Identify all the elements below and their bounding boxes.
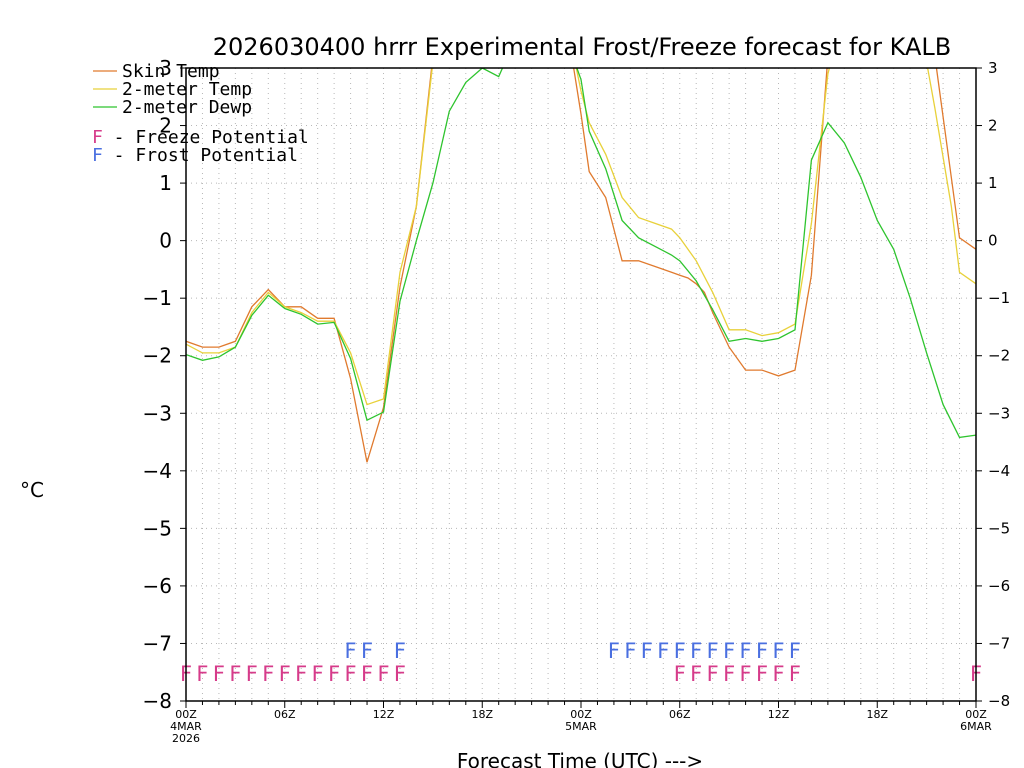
x-tick-label: 06Z — [669, 708, 691, 721]
freeze-flag: F — [707, 662, 719, 686]
y-axis-label: °C — [20, 478, 44, 502]
legend-flag-label: F - Frost Potential — [92, 145, 298, 166]
freeze-flag: F — [262, 662, 274, 686]
freeze-flag: F — [229, 662, 241, 686]
frost-flag: F — [707, 639, 719, 663]
y-tick-label-right: 2 — [988, 117, 998, 135]
freeze-flag: F — [740, 662, 752, 686]
y-tick-label-right: −6 — [988, 577, 1010, 595]
axis-ticks: 3 3 2 2 1 1 0 0 −1 −1 −2 −2 −3 −3 −4 −4 −5 −5 −6 −6 −7 −7 −8 −8… — [143, 56, 1011, 745]
x-tick-sublabel: 6MAR — [960, 720, 992, 733]
x-axis-label: Forecast Time (UTC) ---> — [457, 749, 703, 768]
x-tick-label: 00Z — [570, 708, 592, 721]
freeze-flag: F — [789, 662, 801, 686]
y-tick-label: 0 — [159, 229, 172, 253]
frost-flag: F — [361, 639, 373, 663]
y-tick-label: 3 — [159, 56, 172, 80]
y-tick-label-right: −4 — [988, 462, 1010, 480]
freeze-flag: F — [723, 662, 735, 686]
frost-flag: F — [657, 639, 669, 663]
x-tick-sublabel: 5MAR — [565, 720, 597, 733]
freeze-flag: F — [361, 662, 373, 686]
freeze-flag: F — [345, 662, 357, 686]
y-tick-label: −2 — [143, 344, 172, 368]
y-tick-label-right: −8 — [988, 692, 1010, 710]
series-line-2-meter-temp — [186, 68, 976, 406]
frost-flag: F — [740, 639, 752, 663]
x-tick-sublabel: 2026 — [172, 732, 200, 745]
y-tick-label-right: −2 — [988, 347, 1010, 365]
freeze-flag: F — [328, 662, 340, 686]
frost-flag: F — [345, 639, 357, 663]
freeze-flag: F — [295, 662, 307, 686]
freeze-flag: F — [246, 662, 258, 686]
y-tick-label-right: −7 — [988, 634, 1010, 652]
y-tick-label-right: 1 — [988, 174, 998, 192]
freeze-flag: F — [213, 662, 225, 686]
frost-flag: F — [723, 639, 735, 663]
series-group — [186, 68, 976, 463]
frost-flag: F — [690, 639, 702, 663]
frost-flag: F — [772, 639, 784, 663]
y-tick-label: −6 — [143, 574, 172, 598]
freeze-flag: F — [196, 662, 208, 686]
y-tick-label: −5 — [143, 516, 172, 540]
freeze-flag: F — [690, 662, 702, 686]
frost-flag: F — [624, 639, 636, 663]
x-tick-label: 00Z — [965, 708, 987, 721]
y-tick-label: −3 — [143, 401, 172, 425]
y-tick-label-right: −1 — [988, 289, 1010, 307]
y-tick-label-right: −3 — [988, 404, 1010, 422]
y-tick-label-right: −5 — [988, 519, 1010, 537]
x-tick-label: 00Z — [175, 708, 197, 721]
frost-flag: F — [789, 639, 801, 663]
x-tick-label: 12Z — [373, 708, 395, 721]
series-line-2-meter-dewp — [186, 68, 976, 439]
legend-flag-label: F - Freeze Potential — [92, 127, 309, 148]
x-tick-label: 12Z — [768, 708, 790, 721]
freeze-flag: F — [674, 662, 686, 686]
y-tick-label-right: 3 — [988, 59, 998, 77]
legend-label: 2-meter Temp — [122, 79, 252, 100]
freeze-flag: F — [377, 662, 389, 686]
x-tick-label: 06Z — [274, 708, 296, 721]
legend-label: Skin Temp — [122, 61, 220, 82]
legend-label: 2-meter Dewp — [122, 97, 252, 118]
frost-flag: F — [674, 639, 686, 663]
y-tick-label-right: 0 — [988, 232, 998, 250]
y-tick-label: 1 — [159, 171, 172, 195]
frost-flag: F — [641, 639, 653, 663]
freeze-flag: F — [772, 662, 784, 686]
series-line-skin-temp — [186, 68, 976, 463]
x-tick-sublabel: 4MAR — [170, 720, 202, 733]
frost-flag: F — [756, 639, 768, 663]
frost-flag: F — [394, 639, 406, 663]
grid — [186, 68, 976, 701]
y-tick-label: −7 — [143, 631, 172, 655]
freeze-flag: F — [312, 662, 324, 686]
y-tick-label: 2 — [159, 114, 172, 138]
freeze-flag: F — [279, 662, 291, 686]
freeze-flag: F — [756, 662, 768, 686]
chart-title: 2026030400 hrrr Experimental Frost/Freez… — [213, 33, 951, 61]
x-tick-label: 18Z — [471, 708, 493, 721]
x-tick-label: 18Z — [866, 708, 888, 721]
potential-flags: F F F F F F F F F F F F F F FF F F F F F F F F F F F F F F F F F F F F F F — [180, 639, 982, 686]
freeze-flag: F — [394, 662, 406, 686]
y-tick-label: −8 — [143, 689, 172, 713]
y-tick-label: −1 — [143, 286, 172, 310]
y-tick-label: −4 — [143, 459, 172, 483]
frost-flag: F — [608, 639, 620, 663]
